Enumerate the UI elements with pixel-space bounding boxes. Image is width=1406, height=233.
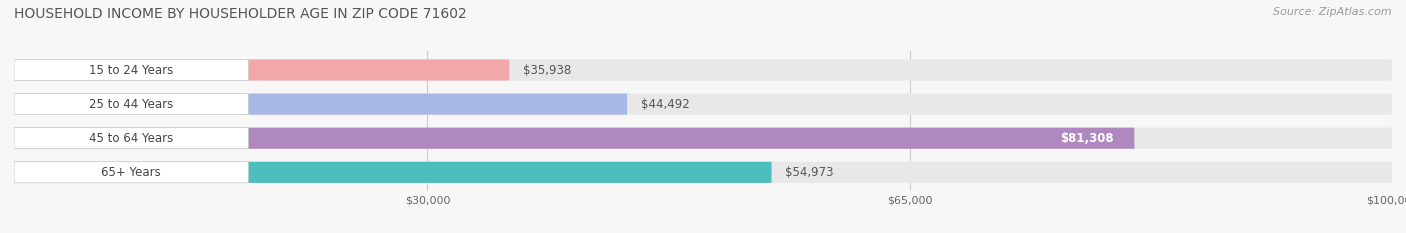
FancyBboxPatch shape <box>14 128 249 149</box>
FancyBboxPatch shape <box>14 93 249 115</box>
Text: 65+ Years: 65+ Years <box>101 166 162 179</box>
Text: 15 to 24 Years: 15 to 24 Years <box>89 64 173 76</box>
FancyBboxPatch shape <box>14 162 249 183</box>
FancyBboxPatch shape <box>14 128 1392 149</box>
FancyBboxPatch shape <box>14 162 1392 183</box>
FancyBboxPatch shape <box>14 59 249 81</box>
Text: $35,938: $35,938 <box>523 64 571 76</box>
Text: $54,973: $54,973 <box>786 166 834 179</box>
Text: HOUSEHOLD INCOME BY HOUSEHOLDER AGE IN ZIP CODE 71602: HOUSEHOLD INCOME BY HOUSEHOLDER AGE IN Z… <box>14 7 467 21</box>
Text: $81,308: $81,308 <box>1060 132 1114 145</box>
FancyBboxPatch shape <box>14 93 627 115</box>
FancyBboxPatch shape <box>14 162 772 183</box>
FancyBboxPatch shape <box>14 93 1392 115</box>
Text: Source: ZipAtlas.com: Source: ZipAtlas.com <box>1274 7 1392 17</box>
Text: $44,492: $44,492 <box>641 98 689 111</box>
FancyBboxPatch shape <box>14 128 1135 149</box>
FancyBboxPatch shape <box>14 59 1392 81</box>
FancyBboxPatch shape <box>14 59 509 81</box>
Text: 25 to 44 Years: 25 to 44 Years <box>89 98 173 111</box>
Text: 45 to 64 Years: 45 to 64 Years <box>89 132 173 145</box>
